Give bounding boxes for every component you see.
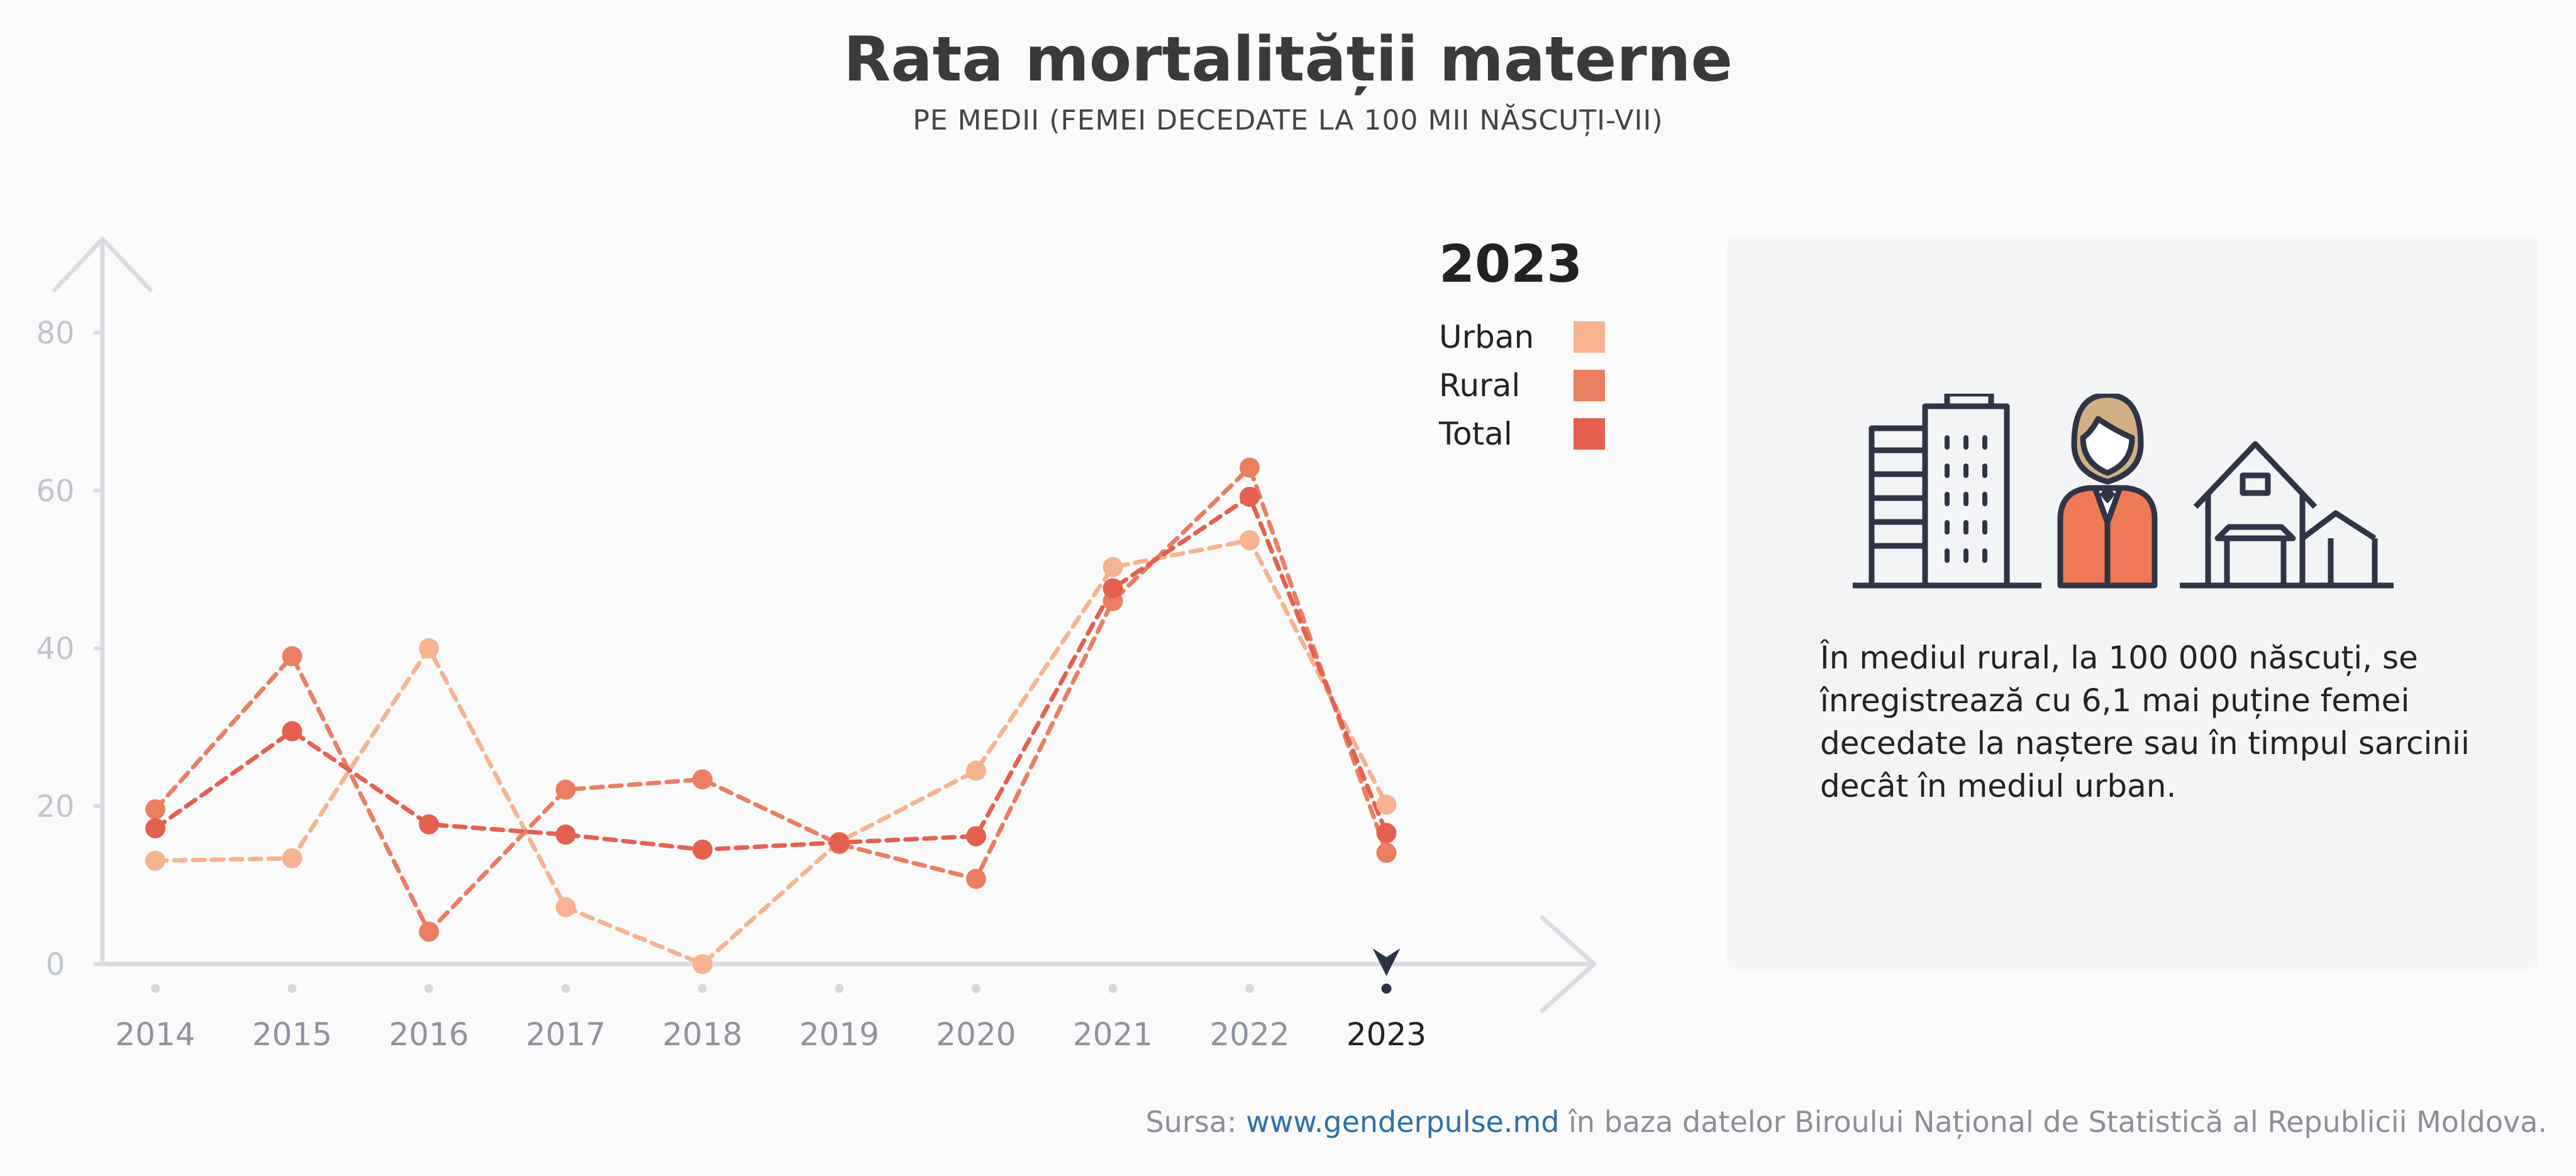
- data-point-total[interactable]: [1240, 487, 1260, 508]
- chart-subtitle: PE MEDII (FEMEI DECEDATE LA 100 MII NĂSC…: [913, 104, 1663, 136]
- x-tick-label[interactable]: 2018: [662, 1016, 742, 1050]
- data-point-urban[interactable]: [1102, 557, 1123, 577]
- legend-year: 2023: [1439, 235, 1583, 294]
- data-point-rural[interactable]: [1240, 457, 1260, 478]
- data-point-total[interactable]: [145, 818, 165, 839]
- source-note: Sursa: www.genderpulse.md în baza datelo…: [1146, 1105, 2547, 1139]
- x-tick-label[interactable]: 2021: [1073, 1016, 1153, 1050]
- data-point-rural[interactable]: [692, 769, 713, 790]
- data-point-urban[interactable]: [692, 954, 713, 974]
- selected-year-marker[interactable]: [1372, 948, 1401, 994]
- x-tick-dot: [287, 984, 297, 993]
- data-point-rural[interactable]: [555, 779, 576, 800]
- data-point-urban[interactable]: [419, 638, 439, 658]
- info-panel: În mediul rural, la 100 000 născuți, se …: [1727, 236, 2538, 969]
- x-tick-label[interactable]: 2023: [1346, 1016, 1426, 1050]
- data-point-rural[interactable]: [1376, 843, 1397, 863]
- series-line-urban: [153, 538, 1389, 967]
- chart-axes: [52, 236, 1597, 1014]
- x-tick-dot: [151, 984, 160, 993]
- x-tick-label[interactable]: 2014: [115, 1016, 195, 1050]
- x-tick-dot: [425, 984, 433, 993]
- data-point-urban[interactable]: [282, 848, 303, 868]
- series-line-rural: [153, 465, 1389, 935]
- rural-house-icon: [2180, 441, 2394, 589]
- x-tick-label[interactable]: 2016: [389, 1016, 469, 1050]
- data-point-total[interactable]: [692, 840, 713, 860]
- data-point-urban[interactable]: [1376, 794, 1397, 815]
- data-point-rural[interactable]: [282, 646, 303, 667]
- y-axis-ticks: 0 20 40 60 80: [36, 316, 103, 982]
- data-point-urban[interactable]: [555, 897, 576, 918]
- illustration: [1853, 394, 2394, 589]
- legend-item-urban[interactable]: Urban: [1439, 318, 1609, 357]
- data-point-total[interactable]: [282, 721, 303, 741]
- x-axis-ticks: 2014 2015 2016 2017 2018 2019 2020 2021 2022 2023: [115, 984, 1426, 1050]
- series-line-total: [153, 494, 1389, 852]
- data-point-urban[interactable]: [145, 850, 165, 871]
- x-tick-dot: [698, 984, 707, 993]
- y-tick-label: 40: [36, 631, 74, 667]
- legend-label-total: Total: [1439, 416, 1513, 452]
- x-tick-label[interactable]: 2017: [526, 1016, 606, 1050]
- info-text: În mediul rural, la 100 000 născuți, se …: [1820, 640, 2470, 804]
- legend-item-total[interactable]: Total: [1439, 414, 1609, 453]
- source-link[interactable]: www.genderpulse.md: [1246, 1105, 1560, 1139]
- x-tick-label[interactable]: 2022: [1209, 1016, 1289, 1050]
- data-point-urban[interactable]: [966, 760, 986, 781]
- y-axis-arrowhead: [52, 236, 153, 293]
- x-tick-dot: [972, 984, 980, 993]
- data-point-total[interactable]: [966, 826, 986, 846]
- x-axis-arrowhead: [1539, 914, 1597, 1014]
- data-point-total[interactable]: [1376, 823, 1397, 843]
- x-tick-dot: [1108, 984, 1118, 993]
- selected-year-dot[interactable]: [1381, 984, 1392, 994]
- woman-avatar-icon: [2057, 394, 2158, 589]
- y-tick-label: 0: [46, 947, 65, 982]
- y-tick-label: 80: [36, 316, 74, 351]
- y-tick-label: 20: [36, 789, 74, 824]
- chart-title: Rata mortalității materne: [843, 24, 1733, 96]
- x-tick-dot: [1245, 984, 1254, 993]
- data-point-total[interactable]: [419, 814, 439, 835]
- data-point-total[interactable]: [555, 824, 576, 845]
- data-point-rural[interactable]: [966, 868, 986, 889]
- x-tick-label[interactable]: 2015: [252, 1016, 332, 1050]
- data-point-rural[interactable]: [419, 921, 439, 942]
- x-tick-label[interactable]: 2019: [799, 1016, 879, 1050]
- legend-item-rural[interactable]: Rural: [1439, 366, 1609, 405]
- source-suffix: în baza datelor Biroului Național de Sta…: [1559, 1105, 2547, 1139]
- legend-label-rural: Rural: [1439, 367, 1521, 404]
- data-point-total[interactable]: [1102, 578, 1123, 599]
- data-point-rural[interactable]: [145, 799, 165, 820]
- y-tick-label: 60: [36, 474, 74, 509]
- legend-label-urban: Urban: [1439, 319, 1535, 355]
- x-tick-dot: [835, 984, 844, 993]
- data-point-urban[interactable]: [1240, 530, 1260, 551]
- selected-year-pointer-icon[interactable]: [1372, 948, 1401, 976]
- x-tick-dot: [561, 984, 570, 993]
- city-buildings-icon: [1853, 394, 2041, 589]
- x-tick-label[interactable]: 2020: [936, 1016, 1016, 1050]
- series-lines: [153, 465, 1389, 967]
- legend-swatch-urban: [1574, 321, 1605, 353]
- source-prefix: Sursa:: [1145, 1105, 1246, 1139]
- legend-swatch-rural: [1574, 370, 1605, 401]
- data-point-total[interactable]: [829, 832, 850, 853]
- series-points: [145, 457, 1397, 974]
- legend-swatch-total: [1574, 418, 1605, 450]
